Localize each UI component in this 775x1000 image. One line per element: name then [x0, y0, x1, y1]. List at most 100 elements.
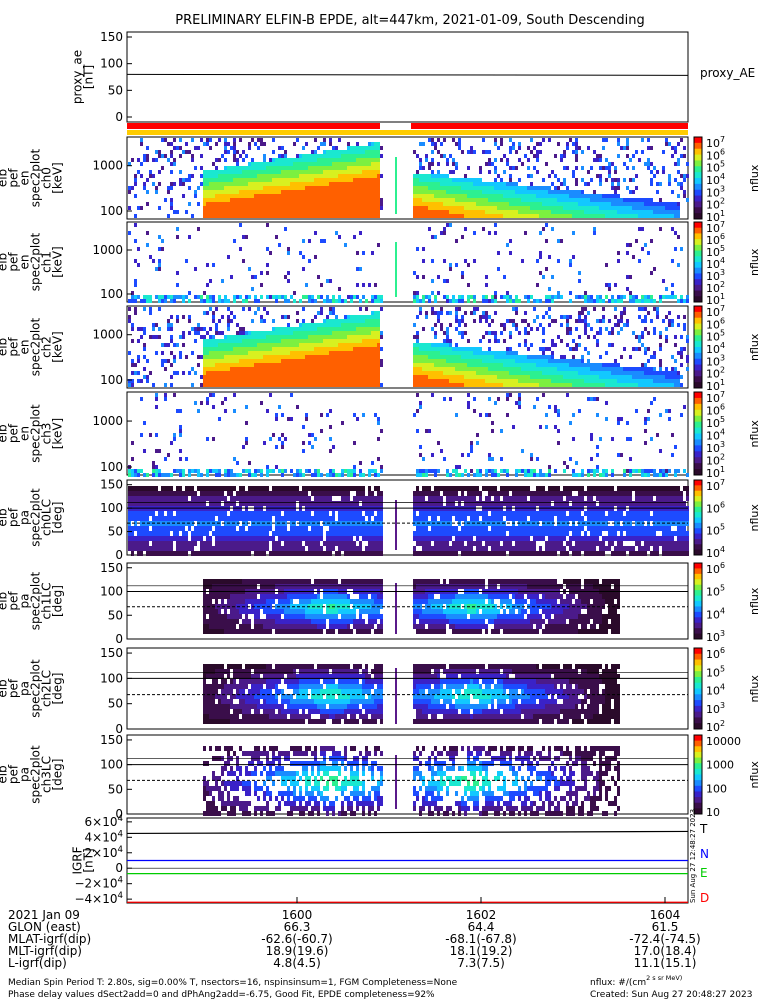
- en3-cell: [128, 469, 131, 473]
- en0-cell: [449, 186, 452, 190]
- en0-cell: [533, 166, 536, 170]
- en0-cell: [659, 214, 662, 218]
- en1-cell: [605, 295, 608, 299]
- en2-cell: [650, 375, 653, 379]
- en2-cell: [635, 383, 638, 387]
- en2-cell: [314, 335, 317, 339]
- en1-cell: [275, 295, 278, 299]
- en2-cell: [572, 375, 575, 379]
- en0-cell: [647, 210, 650, 214]
- en0-cell: [413, 186, 416, 190]
- en2-cell: [680, 363, 683, 367]
- en2-cell: [302, 363, 305, 367]
- en0-cell: [365, 178, 368, 182]
- en1-cell: [599, 295, 602, 299]
- en2-cell: [500, 363, 503, 367]
- en2-cell: [350, 383, 353, 387]
- en2-cell: [560, 379, 563, 383]
- en0-cell: [218, 186, 221, 190]
- en2-cell: [566, 331, 569, 335]
- colorbar-segment: [694, 183, 702, 191]
- en0-cell: [275, 162, 278, 166]
- en2-cell: [614, 359, 617, 363]
- en0-cell: [170, 162, 173, 166]
- en0-cell: [167, 190, 170, 194]
- en2-cell: [515, 323, 518, 327]
- en2-cell: [260, 363, 263, 367]
- en0-cell: [464, 182, 467, 186]
- colorbar-segment: [694, 335, 702, 342]
- en0-cell: [305, 206, 308, 210]
- en0-cell: [419, 174, 422, 178]
- en3-cell: [329, 469, 332, 473]
- en2-cell: [230, 363, 233, 367]
- en2-cell: [143, 355, 146, 359]
- en3-cell: [353, 441, 356, 445]
- en0-cell: [644, 206, 647, 210]
- en2-cell: [263, 383, 266, 387]
- en0-cell: [362, 198, 365, 202]
- en2-cell: [206, 375, 209, 379]
- en3-cell: [440, 449, 443, 453]
- en3-cell: [179, 457, 182, 461]
- en0-cell: [479, 210, 482, 214]
- en0-cell: [416, 198, 419, 202]
- en2-cell: [509, 359, 512, 363]
- en3-cell: [227, 473, 230, 477]
- en2-cell: [269, 379, 272, 383]
- colorbar-segment: [694, 222, 702, 229]
- en2-cell: [479, 359, 482, 363]
- en2-cell: [494, 371, 497, 375]
- en2-cell: [416, 355, 419, 359]
- en2-cell: [653, 331, 656, 335]
- en0-cell: [443, 210, 446, 214]
- en0-cell: [272, 194, 275, 198]
- en2-cell: [449, 375, 452, 379]
- en0-cell: [200, 174, 203, 178]
- en0-cell: [248, 190, 251, 194]
- en2-cell: [281, 383, 284, 387]
- en0-cell: [353, 166, 356, 170]
- en2-cell: [284, 363, 287, 367]
- en0-cell: [488, 158, 491, 162]
- en0-cell: [284, 186, 287, 190]
- en0-cell: [554, 210, 557, 214]
- en1-cell: [674, 295, 677, 299]
- en3-cell: [332, 445, 335, 449]
- en0-cell: [509, 186, 512, 190]
- en2-cell: [302, 371, 305, 375]
- en2-cell: [281, 371, 284, 375]
- en2-cell: [668, 319, 671, 323]
- en3-cell: [152, 469, 155, 473]
- en0-cell: [425, 194, 428, 198]
- en1-cell: [203, 291, 206, 295]
- en0-cell: [539, 202, 542, 206]
- en2-cell: [482, 355, 485, 359]
- en2-cell: [449, 351, 452, 355]
- en2-cell: [212, 339, 215, 343]
- en2-cell: [374, 323, 377, 327]
- en0-cell: [356, 162, 359, 166]
- en0-cell: [194, 194, 197, 198]
- en0-cell: [308, 166, 311, 170]
- en0-cell: [650, 198, 653, 202]
- en0-cell: [320, 158, 323, 162]
- en2-cell: [281, 315, 284, 319]
- en1-cell: [608, 287, 611, 291]
- en0-cell: [332, 198, 335, 202]
- en0-cell: [200, 138, 203, 142]
- en0-cell: [284, 194, 287, 198]
- en0-cell: [320, 182, 323, 186]
- en3-cell: [146, 473, 149, 477]
- en2-cell: [560, 363, 563, 367]
- en1-cell: [569, 259, 572, 263]
- en2-cell: [542, 375, 545, 379]
- en0-cell: [284, 162, 287, 166]
- en2-cell: [452, 359, 455, 363]
- en2-cell: [485, 331, 488, 335]
- en0-cell: [296, 210, 299, 214]
- en0-cell: [677, 202, 680, 206]
- en0-cell: [323, 166, 326, 170]
- en0-cell: [266, 178, 269, 182]
- en0-cell: [326, 206, 329, 210]
